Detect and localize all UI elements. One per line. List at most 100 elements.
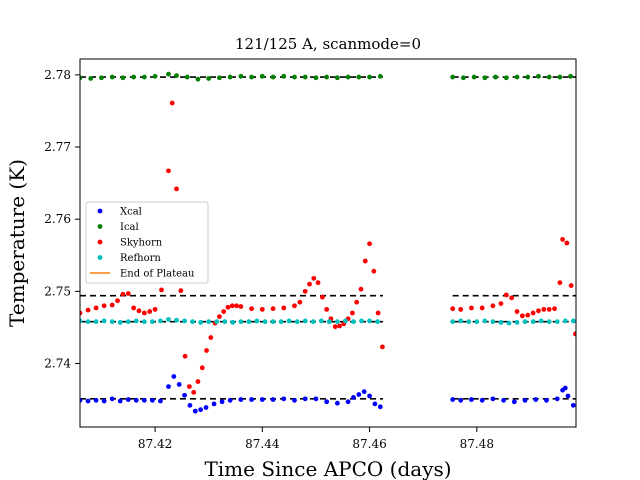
xcal-point <box>565 393 571 399</box>
refhorn-point <box>538 318 544 324</box>
refhorn-point <box>318 318 324 324</box>
skyhorn-point <box>159 287 164 293</box>
skyhorn-point <box>186 384 192 389</box>
refhorn-point <box>101 318 107 324</box>
xcal-point <box>522 397 528 403</box>
skyhorn-point <box>362 258 368 264</box>
skyhorn-point <box>208 335 214 340</box>
skyhorn-point <box>131 305 137 311</box>
skyhorn-point <box>302 288 308 294</box>
ical-point <box>281 73 287 79</box>
refhorn-point <box>498 319 504 325</box>
refhorn-point <box>490 319 496 325</box>
skyhorn-point <box>354 299 360 305</box>
skyhorn-point <box>174 186 179 192</box>
axes: 87.42 87.44 87.46 87.48 2.74 2.75 2.76 2.77 2.78 <box>44 58 577 451</box>
refhorn-point <box>286 318 292 324</box>
xcal-point <box>345 399 351 405</box>
ical-point <box>227 74 233 80</box>
ical-point <box>80 75 83 81</box>
xcal-point <box>562 385 568 391</box>
skyhorn-point <box>225 304 231 310</box>
skyhorn-point <box>568 283 574 288</box>
y-axis-label: Temperature (K) <box>5 159 29 327</box>
skyhorn-point <box>509 295 515 301</box>
plot-area <box>80 71 576 414</box>
skyhorn-point <box>546 306 552 312</box>
refhorn-point <box>562 318 568 324</box>
skyhorn-point <box>380 344 385 350</box>
xcal-point <box>281 396 287 402</box>
xcal-point <box>203 405 209 410</box>
skyhorn-point <box>152 306 158 312</box>
y-tick-label: 2.75 <box>44 284 71 298</box>
ical-point <box>259 73 265 79</box>
xcal-point <box>351 395 356 400</box>
legend-swatch-xcal <box>97 208 103 214</box>
skyhorn-point <box>514 309 520 314</box>
skyhorn-point <box>234 303 239 309</box>
skyhorn-point <box>80 310 83 316</box>
ical-point <box>367 74 372 80</box>
xcal-point <box>570 402 576 408</box>
refhorn-point <box>506 320 512 326</box>
ical-point <box>238 73 244 79</box>
skyhorn-point <box>141 310 147 316</box>
x-tick-label: 87.44 <box>245 437 280 451</box>
legend-label-refhorn: Refhorn <box>120 253 161 264</box>
refhorn-point <box>141 319 147 325</box>
xcal-point <box>109 396 115 402</box>
legend-label-xcal: Xcal <box>120 207 142 218</box>
legend-label-skyhorn: Skyhorn <box>120 238 163 249</box>
refhorn-point <box>458 318 464 324</box>
ical-point <box>206 76 212 81</box>
xcal-point <box>367 393 372 399</box>
xcal-point <box>219 399 225 405</box>
xcal-point <box>187 402 193 408</box>
y-tick-label: 2.78 <box>44 68 71 82</box>
xcal-point <box>544 397 549 403</box>
xcal-point <box>479 397 485 403</box>
skyhorn-point <box>136 308 142 314</box>
ical-point <box>292 74 297 80</box>
ical-point <box>313 75 319 81</box>
skyhorn-point <box>221 309 227 314</box>
xcal-point <box>292 397 297 403</box>
skyhorn-point <box>315 280 321 286</box>
refhorn-point <box>326 319 332 325</box>
xcal-point <box>511 399 517 405</box>
xcal-point <box>158 398 163 404</box>
skyhorn-point <box>311 275 317 281</box>
ical-point <box>482 75 488 81</box>
ical-point <box>471 74 477 80</box>
y-tick-label: 2.74 <box>44 357 71 371</box>
xcal-point <box>141 397 147 403</box>
xcal-point <box>192 408 198 414</box>
refhorn-point <box>270 319 276 325</box>
skyhorn-point <box>115 298 120 304</box>
skyhorn-point <box>552 306 557 312</box>
xcal-point <box>182 392 187 398</box>
skyhorn-point <box>573 331 576 337</box>
skyhorn-point <box>297 299 303 305</box>
xcal-point <box>270 397 276 402</box>
refhorn-point <box>466 319 472 325</box>
refhorn-point <box>482 318 488 324</box>
refhorn-point <box>230 319 236 325</box>
ical-point <box>514 74 520 80</box>
skyhorn-point <box>358 286 364 292</box>
refhorn-point <box>375 319 380 325</box>
skyhorn-point <box>178 288 184 294</box>
skyhorn-point <box>93 305 99 311</box>
skyhorn-point <box>85 307 91 313</box>
x-tick-label: 87.46 <box>352 437 386 451</box>
refhorn-point <box>198 319 204 325</box>
xcal-point <box>117 398 123 404</box>
x-axis-label: Time Since APCO (days) <box>204 457 451 480</box>
x-tick-label: 87.42 <box>138 437 172 451</box>
skyhorn-point <box>101 303 107 309</box>
ical-point <box>109 74 115 80</box>
skyhorn-point <box>259 306 265 312</box>
refhorn-point <box>109 319 115 325</box>
